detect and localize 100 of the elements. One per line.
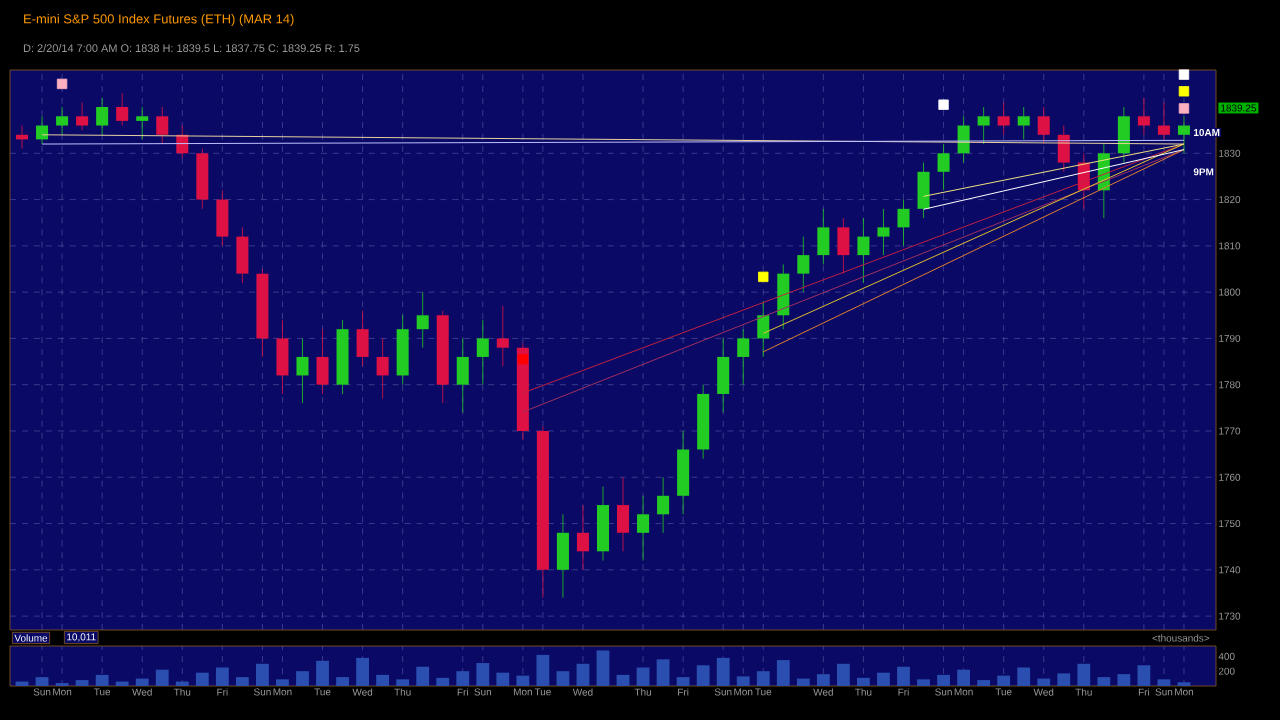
point xyxy=(1178,103,1190,114)
point xyxy=(56,78,68,90)
bar xyxy=(636,667,650,686)
candlestick xyxy=(396,314,409,386)
candlestick xyxy=(1057,125,1070,173)
bar xyxy=(596,650,610,686)
bar xyxy=(155,669,169,686)
point xyxy=(1178,86,1190,97)
candlestick xyxy=(917,162,930,219)
bar xyxy=(1097,677,1111,686)
candlestick xyxy=(376,338,389,399)
candlestick xyxy=(456,338,469,413)
bar xyxy=(1117,674,1131,686)
bar xyxy=(576,663,590,686)
candlestick xyxy=(116,92,129,126)
candlestick xyxy=(96,97,109,136)
bar xyxy=(416,666,430,686)
candlestick xyxy=(196,148,209,210)
bar xyxy=(516,675,530,686)
bar xyxy=(776,660,790,686)
candlestick xyxy=(717,338,730,413)
candlestick xyxy=(777,263,790,330)
candlestick xyxy=(56,106,69,136)
bar xyxy=(836,663,850,686)
bar xyxy=(877,672,890,686)
point xyxy=(1178,69,1190,80)
bar xyxy=(235,677,249,686)
bar xyxy=(1017,667,1031,686)
bar xyxy=(796,678,810,686)
bar xyxy=(897,666,910,686)
candlestick xyxy=(1017,106,1030,140)
candlestick xyxy=(737,328,750,386)
bar xyxy=(1037,678,1051,686)
bar xyxy=(1137,665,1151,686)
bar xyxy=(1157,679,1171,686)
candlestick xyxy=(356,310,369,367)
bar xyxy=(1077,663,1091,686)
candlestick xyxy=(556,513,569,598)
candlestick xyxy=(596,486,609,561)
bar xyxy=(356,657,369,686)
bar xyxy=(556,671,570,686)
bar xyxy=(736,676,750,686)
candlestick xyxy=(997,101,1010,136)
candlestick xyxy=(496,305,509,367)
bar xyxy=(135,678,149,686)
candlestick xyxy=(637,495,650,561)
candlestick xyxy=(76,101,89,131)
bar xyxy=(296,671,309,686)
candlestick xyxy=(216,189,229,247)
candlestick xyxy=(797,236,810,293)
bar xyxy=(616,674,630,686)
bar xyxy=(95,674,109,686)
bar xyxy=(376,674,390,686)
bar xyxy=(195,672,209,686)
bar xyxy=(937,674,950,686)
candlestick xyxy=(877,208,890,256)
candlestick xyxy=(1137,97,1150,136)
candlestick xyxy=(977,106,990,145)
bar xyxy=(656,659,670,686)
bar xyxy=(256,663,269,686)
candlestick xyxy=(1177,115,1190,154)
bar xyxy=(336,677,349,686)
candlestick xyxy=(837,217,850,275)
candlestick xyxy=(1037,106,1050,145)
candlestick xyxy=(296,338,309,404)
bar xyxy=(696,665,710,686)
bar xyxy=(857,677,870,686)
candlestick xyxy=(416,291,429,349)
point xyxy=(758,271,769,283)
candlestick xyxy=(156,106,169,145)
candlestick xyxy=(657,476,670,534)
bar xyxy=(756,671,770,686)
candlestick xyxy=(36,115,49,145)
candlestick xyxy=(937,143,950,191)
bar xyxy=(957,669,970,686)
bar xyxy=(716,657,730,686)
bar xyxy=(476,663,490,686)
bar xyxy=(536,654,550,686)
candlestick xyxy=(677,430,690,515)
candlestick xyxy=(1117,106,1130,163)
candlestick xyxy=(576,504,589,571)
candlestick xyxy=(476,319,489,386)
candlestick xyxy=(136,106,149,140)
bar xyxy=(997,675,1011,686)
bar xyxy=(215,667,229,686)
bar xyxy=(396,679,410,686)
candlestick xyxy=(276,319,289,395)
bar xyxy=(1057,673,1071,686)
candlestick xyxy=(897,199,910,247)
bar xyxy=(316,660,329,686)
point xyxy=(517,354,529,365)
bar xyxy=(816,674,830,686)
candlestick xyxy=(1157,101,1170,140)
candlestick xyxy=(857,217,870,284)
bar xyxy=(977,680,991,686)
candlestick xyxy=(236,226,249,284)
candlestick xyxy=(757,301,770,358)
bar xyxy=(917,679,930,686)
bar xyxy=(75,680,89,686)
bar xyxy=(456,671,470,686)
